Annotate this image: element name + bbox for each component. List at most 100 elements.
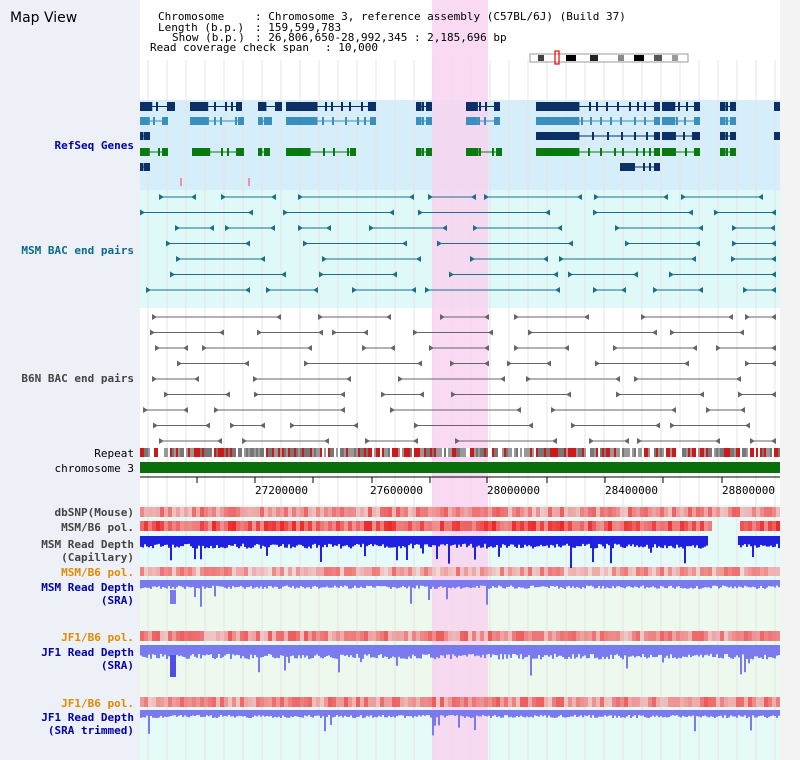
- read-depth-bar: [474, 580, 476, 588]
- repeat-block: [492, 448, 494, 457]
- bac-end-marker: [500, 376, 505, 382]
- track-label-dbsnp[interactable]: dbSNP(Mouse): [54, 506, 134, 519]
- bac-end-marker: [528, 422, 533, 429]
- track-label-jf1-b6-pol-1[interactable]: JF1/B6 pol.: [61, 631, 134, 644]
- snp-density-cell: [356, 507, 360, 517]
- read-depth-bar: [308, 536, 310, 547]
- gene-exon: [368, 102, 370, 111]
- snp-density-cell: [624, 567, 628, 576]
- repeat-block: [180, 448, 182, 457]
- read-depth-bar: [660, 580, 662, 587]
- gene-marker: [248, 178, 250, 186]
- track-label-jf1-depth-trimmed[interactable]: JF1 Read Depth: [41, 711, 134, 724]
- track-label-refseq[interactable]: RefSeq Genes: [54, 139, 134, 152]
- gene-exon: [494, 117, 500, 125]
- bac-end-marker: [322, 256, 327, 262]
- snp-density-cell: [564, 521, 568, 531]
- read-depth-bar: [280, 536, 282, 546]
- read-depth-bar: [228, 580, 230, 587]
- gene-exon: [646, 132, 648, 140]
- snp-density-cell: [544, 697, 548, 707]
- read-depth-bar: [588, 645, 590, 658]
- read-depth-bar: [228, 645, 230, 654]
- bac-end-marker: [595, 360, 600, 367]
- repeat-block: [426, 448, 428, 457]
- repeat-block: [148, 448, 150, 457]
- read-depth-bar: [268, 580, 270, 587]
- read-depth-bar: [200, 645, 202, 659]
- read-depth-bar: [166, 536, 168, 545]
- snp-density-cell: [768, 631, 772, 641]
- read-depth-bar: [462, 710, 464, 717]
- read-depth-bar: [442, 580, 444, 588]
- bac-end-marker: [670, 329, 675, 336]
- snp-density-cell: [764, 507, 768, 517]
- gene-exon: [685, 148, 687, 156]
- track-label-msm-depth-capillary[interactable]: MSM Read Depth: [41, 538, 134, 551]
- snp-density-cell: [396, 631, 400, 641]
- gene-exon: [167, 102, 169, 111]
- read-depth-bar: [316, 580, 318, 587]
- read-depth-bar: [754, 645, 756, 657]
- track-label-msm-b6-pol-2[interactable]: MSM/B6 pol.: [61, 566, 134, 579]
- repeat-block: [248, 448, 250, 457]
- read-depth-bar: [220, 710, 222, 715]
- repeat-block: [612, 448, 614, 457]
- read-depth-bar: [388, 580, 390, 588]
- snp-density-cell: [216, 567, 220, 576]
- track-label-jf1-depth-sra[interactable]: JF1 Read Depth: [41, 646, 134, 659]
- read-depth-bar: [372, 536, 374, 547]
- read-depth-bar: [558, 580, 560, 589]
- repeat-block: [342, 448, 344, 457]
- snp-density-cell: [208, 567, 212, 576]
- track-label-msm-b6-pol-1[interactable]: MSM/B6 pol.: [61, 521, 134, 534]
- read-depth-bar: [240, 645, 242, 659]
- bac-end-marker: [681, 194, 686, 200]
- repeat-block: [222, 448, 224, 457]
- repeat-block: [728, 448, 730, 457]
- track-label-msm-depth-sra[interactable]: MSM Read Depth: [41, 581, 134, 594]
- snp-density-cell: [672, 521, 676, 531]
- track-label-b6n-bac[interactable]: B6N BAC end pairs: [21, 372, 134, 385]
- read-depth-bar: [422, 536, 424, 554]
- snp-density-cell: [376, 521, 380, 531]
- read-depth-bar: [502, 536, 504, 545]
- track-label-msm-bac[interactable]: MSM BAC end pairs: [21, 244, 134, 257]
- snp-density-cell: [432, 507, 436, 517]
- read-depth-bar: [594, 536, 596, 549]
- read-depth-bar: [556, 536, 558, 545]
- read-depth-bar: [666, 710, 668, 718]
- gene-exon: [236, 148, 238, 156]
- snp-density-cell: [488, 697, 492, 707]
- snp-density-cell: [568, 697, 572, 707]
- read-depth-bar: [668, 710, 670, 718]
- snp-density-cell: [672, 567, 676, 576]
- snp-density-cell: [680, 507, 684, 517]
- read-depth-bar: [262, 580, 264, 589]
- bac-end-marker: [209, 225, 214, 231]
- read-depth-bar: [622, 710, 624, 718]
- gene-exon: [220, 117, 222, 125]
- snp-density-cell: [744, 507, 748, 517]
- read-depth-bar: [672, 645, 674, 659]
- repeat-block: [358, 448, 360, 457]
- track-label-jf1-b6-pol-2[interactable]: JF1/B6 pol.: [61, 697, 134, 710]
- bac-end-marker: [176, 256, 181, 262]
- read-depth-bar: [496, 536, 498, 545]
- snp-density-cell: [156, 631, 160, 641]
- read-depth-bar: [442, 710, 444, 716]
- snp-density-cell: [360, 521, 364, 531]
- read-depth-bar: [274, 710, 276, 717]
- read-depth-bar: [546, 645, 548, 656]
- snp-density-cell: [492, 631, 496, 641]
- snp-density-cell: [448, 521, 452, 531]
- read-depth-bar: [270, 710, 272, 716]
- snp-density-cell: [612, 507, 616, 517]
- read-depth-bar: [568, 710, 570, 717]
- read-depth-bar: [168, 536, 170, 548]
- read-depth-bar: [392, 536, 394, 548]
- gene-exon: [556, 148, 558, 156]
- read-depth-bar: [614, 536, 616, 544]
- repeat-block: [538, 448, 540, 457]
- snp-density-cell: [276, 521, 280, 531]
